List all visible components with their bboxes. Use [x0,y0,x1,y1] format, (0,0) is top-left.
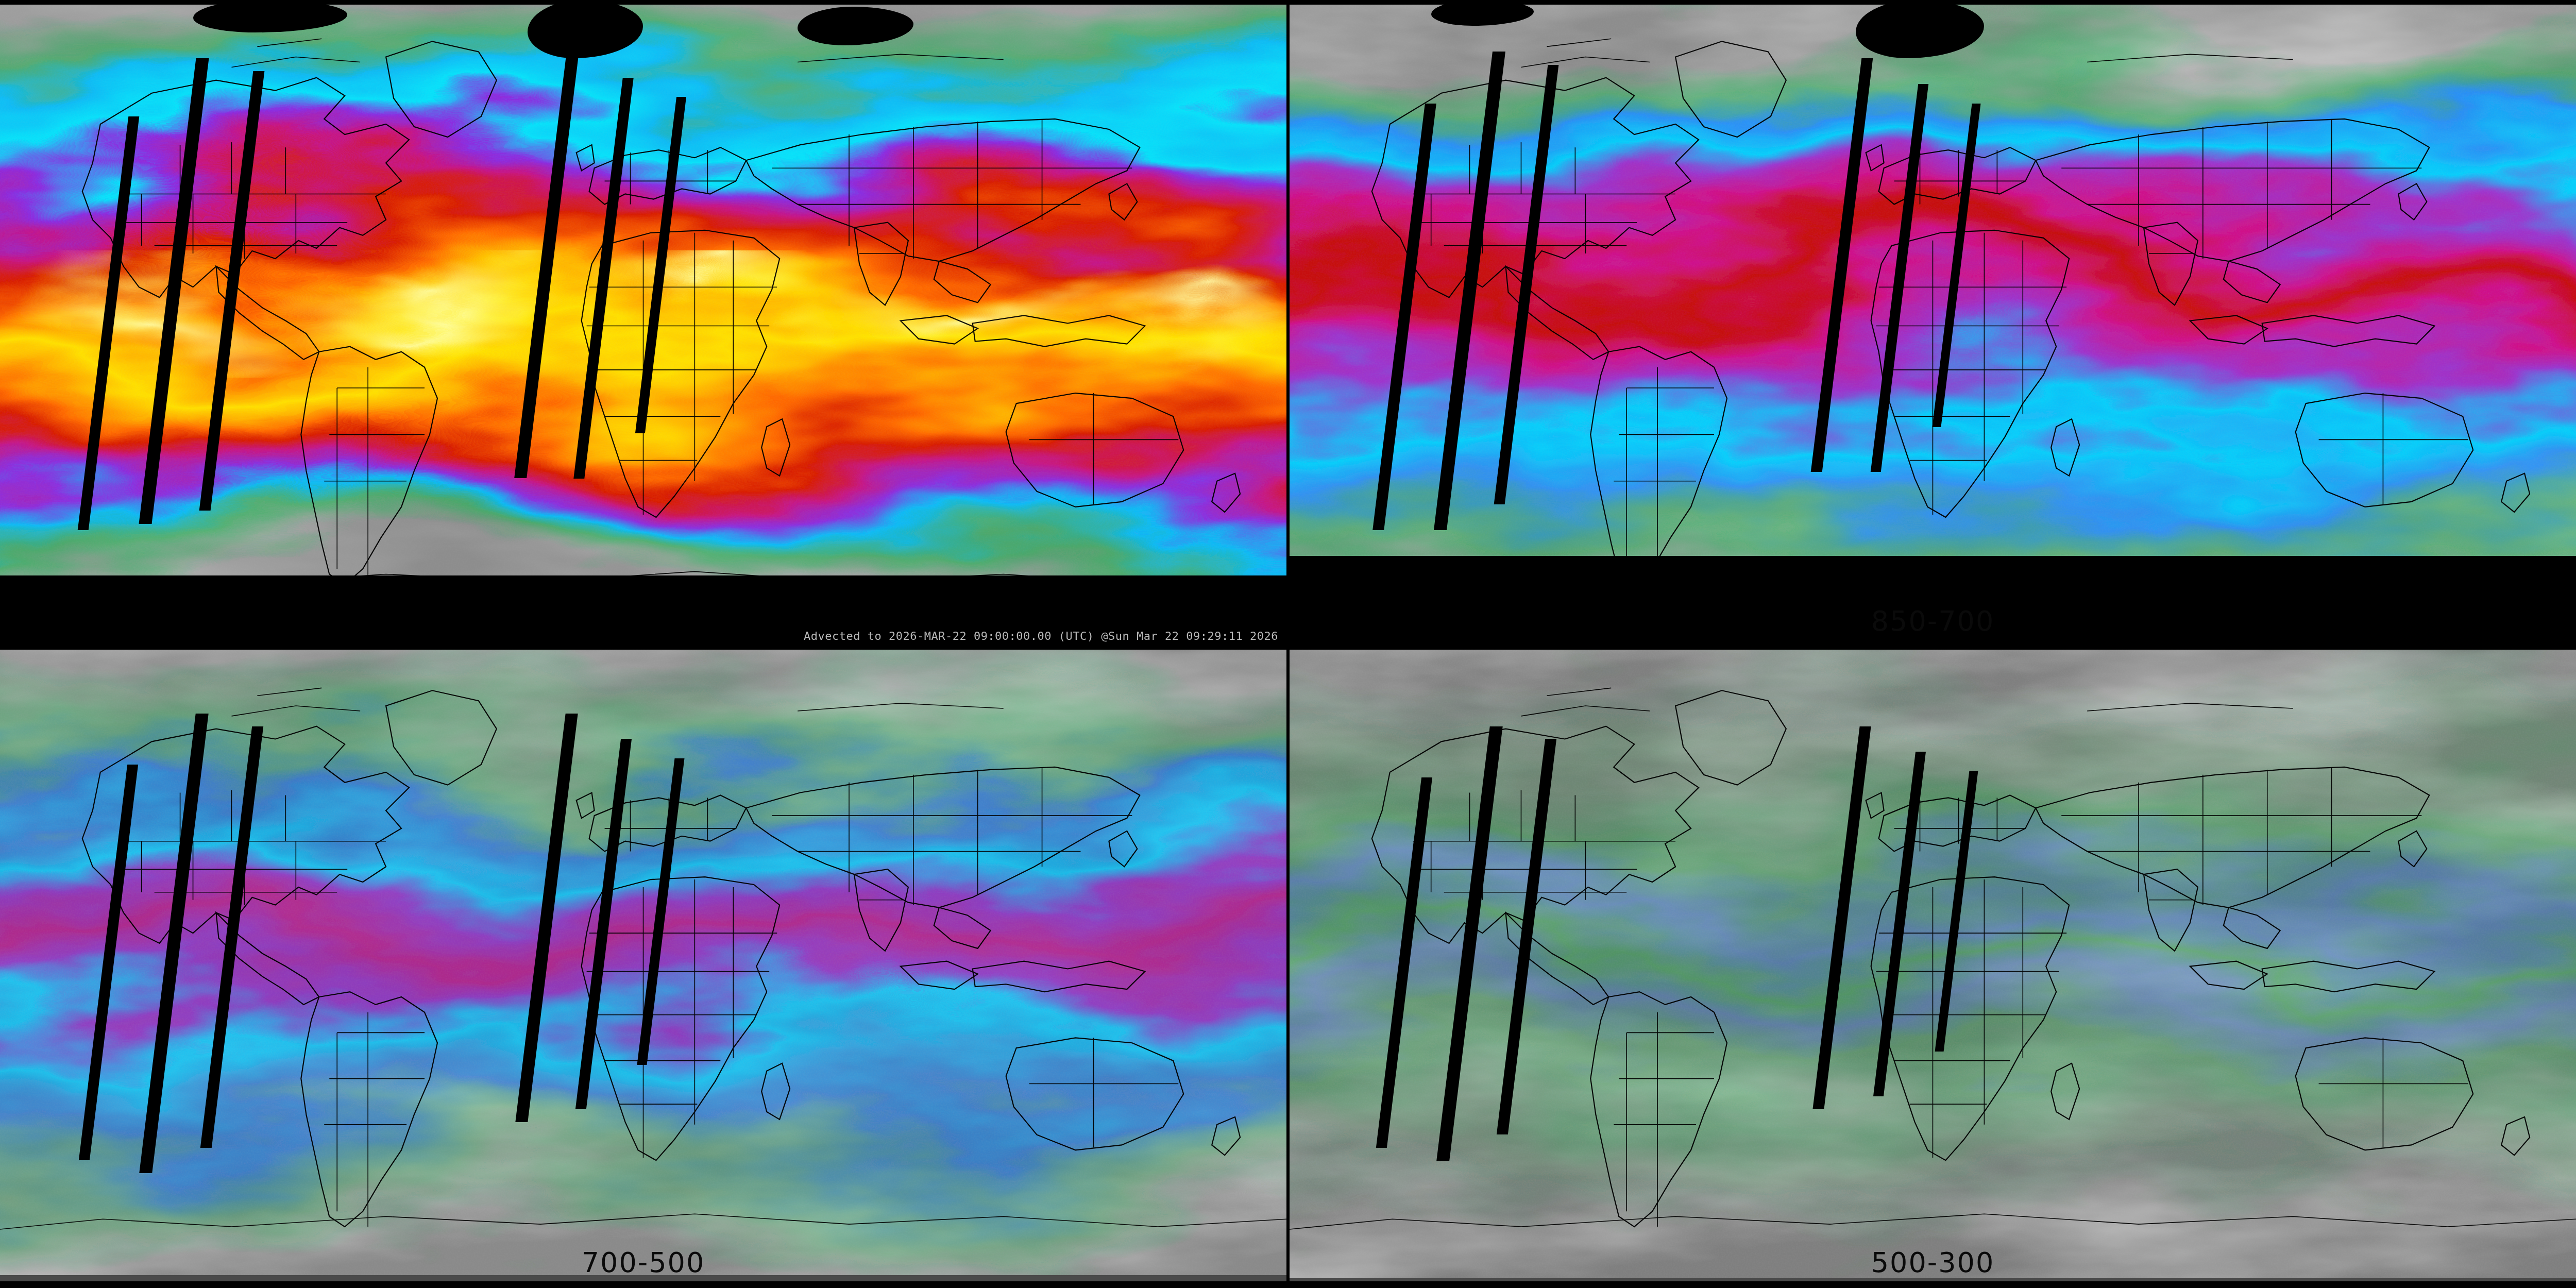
map-raster-500-300: 500-300 [1290,650,2576,1288]
map-raster-1000-850 [0,0,1286,647]
nodata-strip-left [0,621,582,647]
multipanel-visualization: 850-700 [0,0,2576,1288]
timestamp-caption: Advected to 2026-MAR-22 09:00:00.00 (UTC… [804,630,1278,642]
panel-1000-850[interactable] [0,0,1286,647]
panel-500-300[interactable]: 500-300 [1290,650,2576,1288]
frame-edge-top [0,0,2576,5]
panel-divider-vertical [1286,0,1290,1288]
map-raster-850-700: 850-700 [1290,0,2576,647]
panel-label-700-500: 700-500 [582,1246,705,1279]
grain-layer [1290,0,2576,647]
grain-layer [1290,650,2576,1288]
panel-label-850-700: 850-700 [1871,605,1995,637]
panel-700-500[interactable]: 700-500 [0,650,1286,1288]
map-raster-700-500: 700-500 [0,650,1286,1288]
panel-850-700[interactable]: 850-700 [1290,0,2576,647]
panel-label-500-300: 500-300 [1871,1246,1995,1279]
frame-edge-bottom [0,1281,2576,1288]
panel-divider-horizontal [0,647,2576,650]
